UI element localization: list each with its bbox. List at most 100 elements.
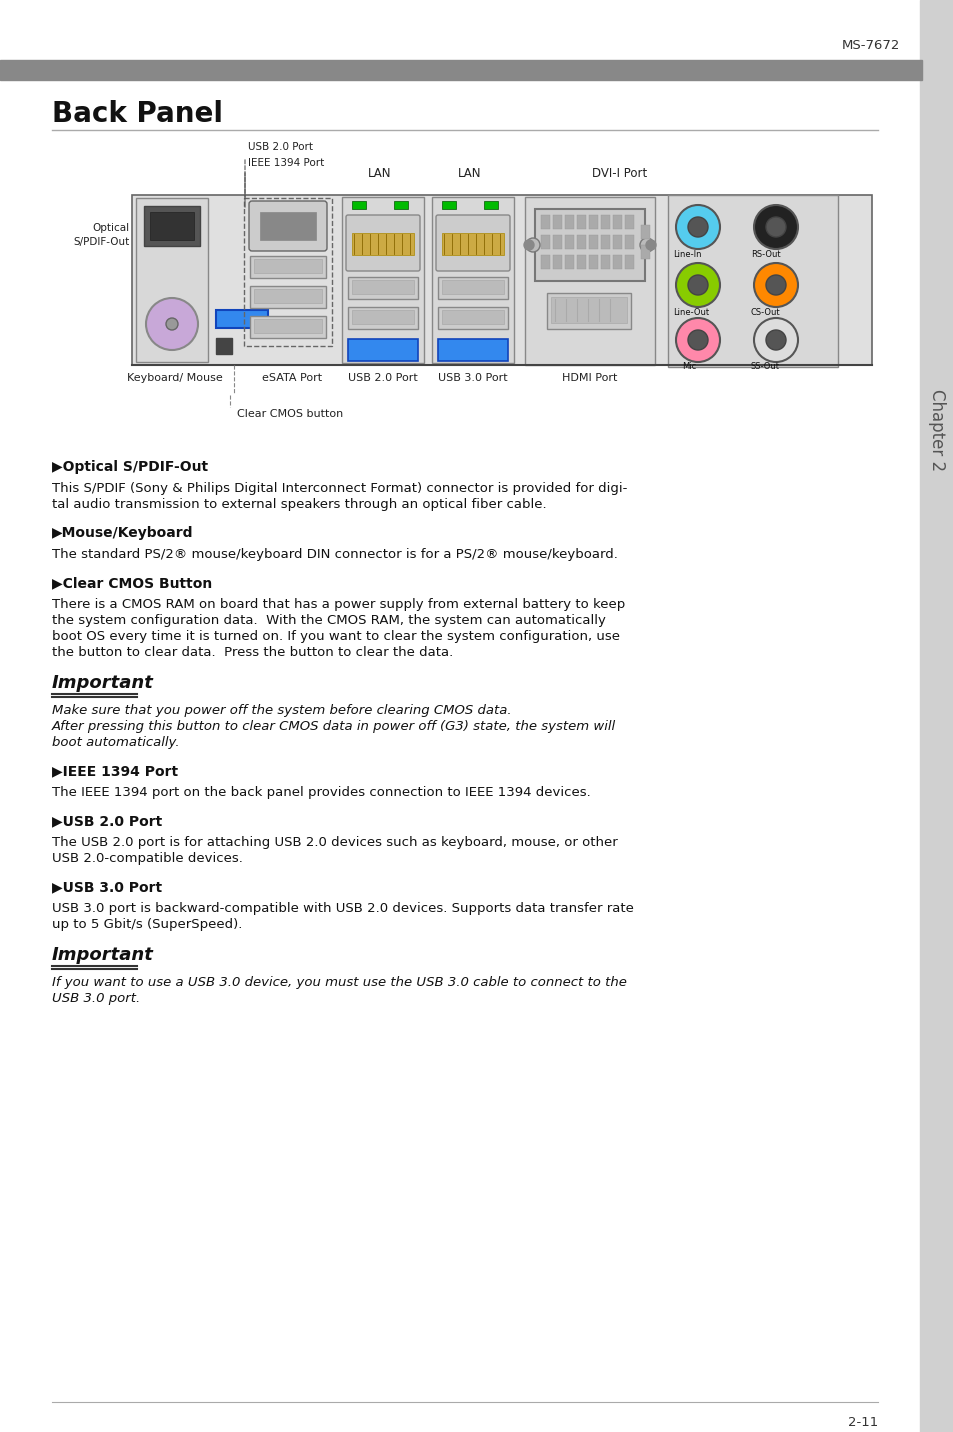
Text: ▶USB 2.0 Port: ▶USB 2.0 Port bbox=[52, 813, 162, 828]
Text: Make sure that you power off the system before clearing CMOS data.: Make sure that you power off the system … bbox=[52, 705, 511, 717]
Bar bbox=[540, 255, 550, 269]
FancyBboxPatch shape bbox=[436, 215, 510, 271]
Bar bbox=[564, 235, 574, 249]
Bar bbox=[144, 206, 200, 246]
Text: Line-In: Line-In bbox=[672, 251, 700, 259]
Bar bbox=[577, 235, 585, 249]
Text: This S/PDIF (Sony & Philips Digital Interconnect Format) connector is provided f: This S/PDIF (Sony & Philips Digital Inte… bbox=[52, 483, 627, 495]
Text: Mic: Mic bbox=[681, 362, 696, 371]
FancyBboxPatch shape bbox=[249, 200, 327, 251]
Text: Back Panel: Back Panel bbox=[52, 100, 223, 127]
Text: ▶Optical S/PDIF-Out: ▶Optical S/PDIF-Out bbox=[52, 460, 208, 474]
Circle shape bbox=[639, 238, 654, 252]
Text: Important: Important bbox=[52, 947, 153, 964]
Bar bbox=[540, 215, 550, 229]
Bar bbox=[577, 255, 585, 269]
Text: LAN: LAN bbox=[457, 168, 481, 180]
Bar bbox=[524, 198, 655, 365]
Text: ▶Clear CMOS Button: ▶Clear CMOS Button bbox=[52, 576, 212, 590]
Bar bbox=[483, 200, 497, 209]
Bar bbox=[150, 212, 193, 241]
Bar bbox=[441, 281, 503, 294]
Text: ▶Mouse/Keyboard: ▶Mouse/Keyboard bbox=[52, 526, 193, 540]
Text: Clear CMOS button: Clear CMOS button bbox=[236, 410, 343, 420]
Text: HDMI Port: HDMI Port bbox=[561, 372, 617, 382]
Bar bbox=[441, 200, 456, 209]
Bar bbox=[244, 198, 332, 347]
Text: USB 3.0 port is backward-compatible with USB 2.0 devices. Supports data transfer: USB 3.0 port is backward-compatible with… bbox=[52, 902, 633, 915]
Circle shape bbox=[614, 90, 953, 770]
Text: Important: Important bbox=[52, 674, 153, 692]
FancyBboxPatch shape bbox=[346, 215, 419, 271]
Text: the button to clear data.  Press the button to clear the data.: the button to clear data. Press the butt… bbox=[52, 646, 453, 659]
Bar bbox=[348, 306, 417, 329]
Circle shape bbox=[676, 263, 720, 306]
Text: Line-Out: Line-Out bbox=[672, 308, 708, 316]
Circle shape bbox=[687, 275, 707, 295]
Bar bbox=[613, 235, 621, 249]
Bar bbox=[588, 235, 598, 249]
Text: The USB 2.0 port is for attaching USB 2.0 devices such as keyboard, mouse, or ot: The USB 2.0 port is for attaching USB 2.… bbox=[52, 836, 618, 849]
Text: Optical: Optical bbox=[92, 223, 130, 233]
Bar bbox=[551, 296, 626, 324]
Circle shape bbox=[753, 263, 797, 306]
Text: S/PDIF-Out: S/PDIF-Out bbox=[73, 238, 130, 246]
Text: ▶IEEE 1394 Port: ▶IEEE 1394 Port bbox=[52, 765, 178, 778]
Bar bbox=[394, 200, 408, 209]
Bar bbox=[540, 235, 550, 249]
Bar bbox=[588, 215, 598, 229]
Bar bbox=[588, 255, 598, 269]
Circle shape bbox=[146, 298, 198, 349]
Bar bbox=[600, 255, 609, 269]
Text: USB 3.0 Port: USB 3.0 Port bbox=[437, 372, 507, 382]
Text: tal audio transmission to external speakers through an optical fiber cable.: tal audio transmission to external speak… bbox=[52, 498, 546, 511]
Text: If you want to use a USB 3.0 device, you must use the USB 3.0 cable to connect t: If you want to use a USB 3.0 device, you… bbox=[52, 977, 626, 990]
Circle shape bbox=[753, 205, 797, 249]
Bar bbox=[136, 198, 208, 362]
Bar bbox=[437, 306, 507, 329]
Text: boot OS every time it is turned on. If you want to clear the system configuratio: boot OS every time it is turned on. If y… bbox=[52, 630, 619, 643]
Bar bbox=[437, 276, 507, 299]
Text: USB 2.0 Port: USB 2.0 Port bbox=[248, 142, 313, 152]
Bar bbox=[535, 209, 644, 281]
Bar bbox=[613, 255, 621, 269]
Text: boot automatically.: boot automatically. bbox=[52, 736, 179, 749]
Bar bbox=[253, 259, 322, 274]
Circle shape bbox=[676, 205, 720, 249]
Text: After pressing this button to clear CMOS data in power off (G3) state, the syste: After pressing this button to clear CMOS… bbox=[52, 720, 616, 733]
Bar bbox=[624, 235, 634, 249]
Circle shape bbox=[523, 241, 534, 251]
Circle shape bbox=[645, 241, 656, 251]
Bar bbox=[624, 255, 634, 269]
Text: eSATA Port: eSATA Port bbox=[262, 372, 322, 382]
Text: MS-7672: MS-7672 bbox=[841, 39, 899, 52]
Text: There is a CMOS RAM on board that has a power supply from external battery to ke: There is a CMOS RAM on board that has a … bbox=[52, 599, 624, 611]
Text: The IEEE 1394 port on the back panel provides connection to IEEE 1394 devices.: The IEEE 1394 port on the back panel pro… bbox=[52, 786, 590, 799]
Bar bbox=[564, 255, 574, 269]
Text: 2-11: 2-11 bbox=[847, 1416, 877, 1429]
Bar bbox=[613, 215, 621, 229]
Text: Keyboard/ Mouse: Keyboard/ Mouse bbox=[127, 372, 223, 382]
Text: USB 2.0 Port: USB 2.0 Port bbox=[348, 372, 417, 382]
Bar bbox=[624, 215, 634, 229]
Text: Chapter 2: Chapter 2 bbox=[927, 390, 945, 471]
Text: DVI-I Port: DVI-I Port bbox=[592, 168, 647, 180]
Bar bbox=[564, 215, 574, 229]
Bar bbox=[352, 309, 414, 324]
Text: ▶USB 3.0 Port: ▶USB 3.0 Port bbox=[52, 881, 162, 894]
Bar bbox=[919, 0, 953, 1432]
Text: USB 3.0 port.: USB 3.0 port. bbox=[52, 992, 140, 1005]
Bar bbox=[250, 286, 326, 308]
Bar bbox=[553, 255, 561, 269]
Bar bbox=[553, 235, 561, 249]
Bar bbox=[348, 276, 417, 299]
Text: LAN: LAN bbox=[368, 168, 392, 180]
Circle shape bbox=[765, 218, 785, 238]
Bar bbox=[667, 195, 837, 367]
Text: IEEE 1394 Port: IEEE 1394 Port bbox=[248, 158, 324, 168]
Bar bbox=[441, 233, 503, 255]
Text: RS-Out: RS-Out bbox=[750, 251, 780, 259]
Bar bbox=[0, 60, 921, 80]
Bar bbox=[253, 289, 322, 304]
Circle shape bbox=[525, 238, 539, 252]
